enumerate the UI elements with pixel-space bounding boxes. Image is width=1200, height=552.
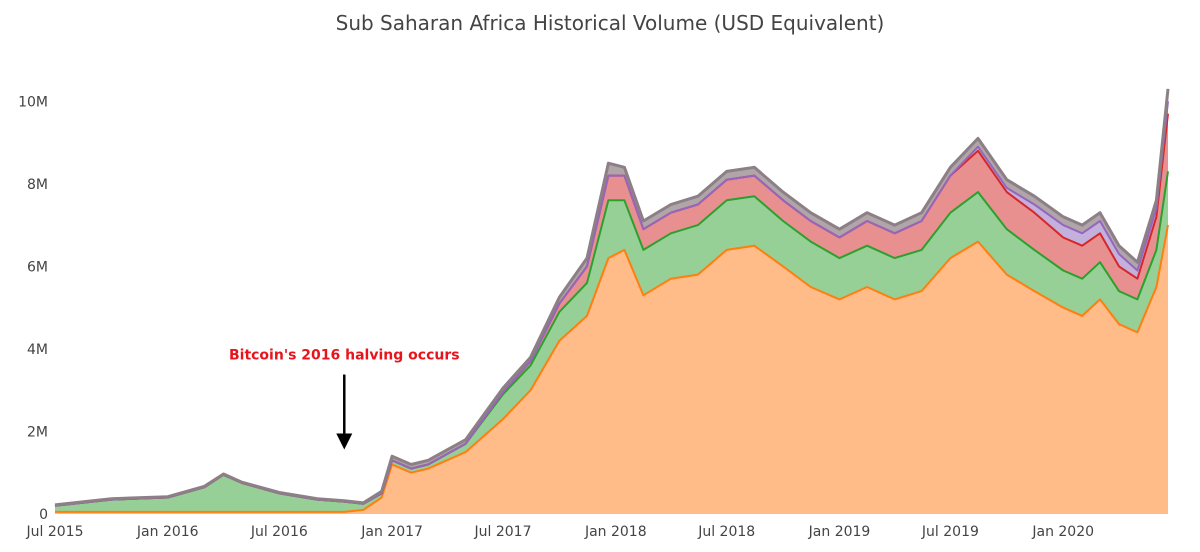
x-tick-label: Jul 2018 — [697, 524, 755, 540]
y-tick-label: 8M — [27, 177, 48, 193]
x-axis: Jul 2015 Jan 2016 Jul 2016 Jan 2017 Jul 2017… — [26, 524, 1095, 540]
y-tick-label: 2M — [27, 424, 48, 440]
series-lines — [54, 88, 1170, 513]
x-tick-label: Jul 2019 — [921, 524, 979, 540]
x-tick-label: Jul 2015 — [26, 524, 84, 540]
y-tick-label: 0 — [39, 507, 48, 523]
y-axis: 0 2M 4M 6M 8M 10M — [18, 94, 48, 523]
x-tick-label: Jul 2017 — [474, 524, 532, 540]
x-tick-label: Jan 2017 — [360, 524, 423, 540]
x-tick-label: Jan 2020 — [1031, 524, 1094, 540]
y-tick-label: 6M — [27, 259, 48, 275]
series-areas — [55, 88, 1168, 514]
x-tick-label: Jan 2016 — [136, 524, 199, 540]
chart-title: Sub Saharan Africa Historical Volume (US… — [336, 11, 885, 35]
series-line-0 — [55, 224, 1169, 513]
y-tick-label: 10M — [18, 94, 48, 110]
x-tick-label: Jan 2019 — [808, 524, 871, 540]
x-tick-label: Jan 2018 — [584, 524, 647, 540]
series-line-4 — [54, 88, 1170, 507]
y-tick-label: 4M — [27, 342, 48, 358]
x-tick-label: Jul 2016 — [250, 524, 308, 540]
halving-annotation: Bitcoin's 2016 halving occurs — [229, 348, 460, 450]
series-area-4 — [55, 88, 1168, 506]
annotation-arrow-head — [336, 433, 353, 450]
annotation-text: Bitcoin's 2016 halving occurs — [229, 348, 460, 364]
series-area-2 — [55, 113, 1168, 506]
